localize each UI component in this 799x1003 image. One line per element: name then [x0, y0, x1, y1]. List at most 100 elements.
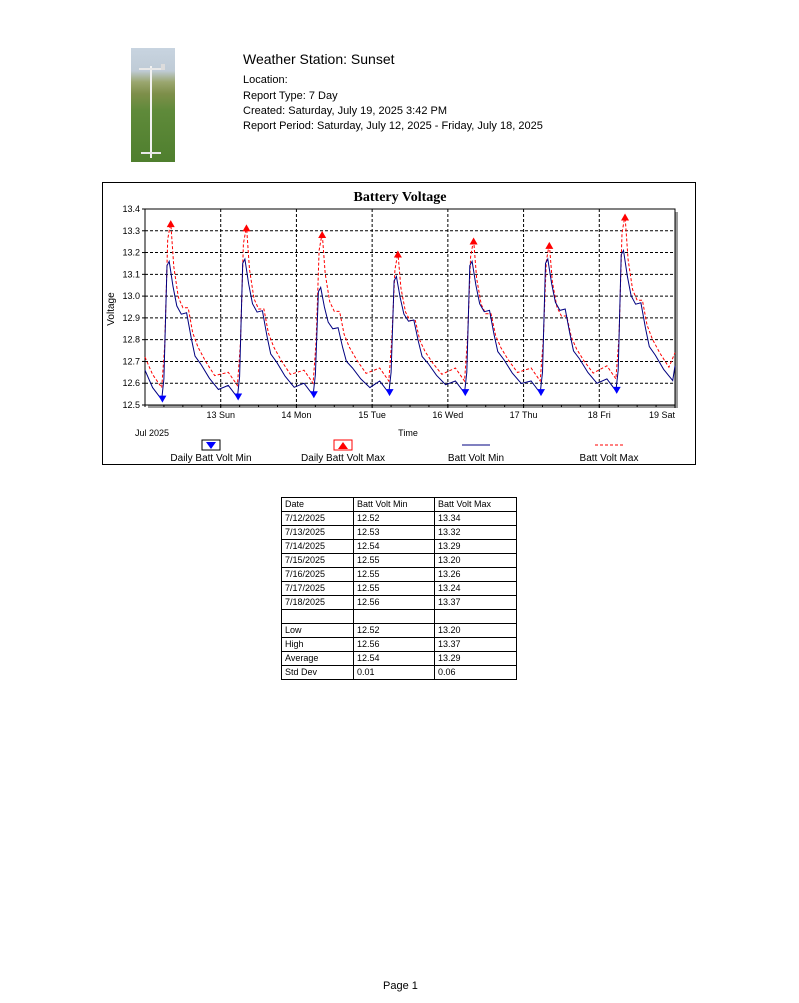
report-period-line: Report Period: Saturday, July 12, 2025 -… [243, 120, 543, 132]
table-cell: 7/16/2025 [281, 567, 354, 582]
table-cell: 13.29 [434, 651, 517, 666]
table-row: 7/17/2025 12.55 13.24 [281, 581, 517, 596]
table-cell: 12.52 [353, 511, 435, 526]
created-line: Created: Saturday, July 19, 2025 3:42 PM [243, 105, 448, 117]
table-row: 7/18/2025 12.56 13.37 [281, 595, 517, 610]
table-cell: 7/18/2025 [281, 595, 354, 610]
table-cell: Std Dev [281, 665, 354, 680]
y-tick-label: 13.1 [122, 269, 140, 279]
daily-min-marker [234, 393, 243, 401]
daily-max-marker [469, 237, 478, 245]
table-header-row: Date Batt Volt Min Batt Volt Max [281, 497, 517, 512]
summary-table: Date Batt Volt Min Batt Volt Max 7/12/2025 1… [281, 497, 517, 680]
table-cell: 7/15/2025 [281, 553, 354, 568]
legend-label: Batt Volt Max [580, 453, 639, 464]
table-cell: 13.34 [434, 511, 517, 526]
table-cell: 13.20 [434, 623, 517, 638]
daily-min-marker [158, 395, 167, 403]
table-cell: Batt Volt Max [434, 497, 517, 512]
y-tick-label: 13.4 [122, 204, 140, 214]
table-cell [434, 609, 517, 624]
table-cell: 12.54 [353, 651, 435, 666]
table-cell: High [281, 637, 354, 652]
x-tick-label: 16 Wed [432, 410, 463, 420]
legend-label: Batt Volt Min [448, 453, 504, 464]
table-row: 7/14/2025 12.54 13.29 [281, 539, 517, 554]
y-tick-label: 12.9 [122, 313, 140, 323]
table-row: Average 12.54 13.29 [281, 651, 517, 666]
table-row: 7/12/2025 12.52 13.34 [281, 511, 517, 526]
chart-canvas: Battery Voltage Voltage Time Jul 2025 12… [106, 190, 678, 464]
x-tick-label: 18 Fri [588, 410, 611, 420]
table-cell: 13.20 [434, 553, 517, 568]
x-tick-label: 17 Thu [510, 410, 538, 420]
table-cell: 12.56 [353, 595, 435, 610]
station-title: Weather Station: Sunset [243, 51, 395, 67]
x-tick-label: 19 Sat [649, 410, 676, 420]
series-line-batt-volt-max [144, 215, 676, 390]
table-row: 7/16/2025 12.55 13.26 [281, 567, 517, 582]
daily-max-marker [621, 213, 630, 221]
table-cell: 13.26 [434, 567, 517, 582]
table-cell: 13.32 [434, 525, 517, 540]
table-cell: 12.55 [353, 553, 435, 568]
y-tick-label: 13.0 [122, 291, 140, 301]
location-line: Location: [243, 74, 288, 86]
x-start-label: Jul 2025 [135, 428, 169, 438]
table-cell: 7/12/2025 [281, 511, 354, 526]
report-type-line: Report Type: 7 Day [243, 90, 338, 102]
table-cell: 12.54 [353, 539, 435, 554]
table-cell: 12.52 [353, 623, 435, 638]
x-tick-label: 15 Tue [358, 410, 386, 420]
daily-min-marker [385, 389, 394, 397]
legend-label: Daily Batt Volt Min [170, 453, 251, 464]
daily-max-marker [318, 230, 327, 238]
table-cell: 12.53 [353, 525, 435, 540]
series-line-batt-volt-min [144, 248, 676, 401]
table-cell: 7/14/2025 [281, 539, 354, 554]
table-cell: 13.24 [434, 581, 517, 596]
daily-max-marker [545, 241, 554, 249]
table-cell: 12.56 [353, 637, 435, 652]
station-photo [131, 48, 175, 162]
daily-max-marker [393, 250, 402, 258]
table-row: 7/13/2025 12.53 13.32 [281, 525, 517, 540]
table-row: 7/15/2025 12.55 13.20 [281, 553, 517, 568]
y-axis-label: Voltage [106, 292, 117, 326]
table-cell: Low [281, 623, 354, 638]
y-tick-label: 12.7 [122, 356, 140, 366]
table-cell: 13.29 [434, 539, 517, 554]
table-row: Std Dev 0.01 0.06 [281, 665, 517, 680]
y-tick-label: 13.2 [122, 248, 140, 258]
daily-min-marker [612, 386, 621, 394]
x-tick-label: 13 Sun [206, 410, 235, 420]
daily-min-marker [461, 389, 470, 397]
battery-voltage-chart: Battery Voltage Voltage Time Jul 2025 12… [102, 182, 696, 465]
table-row: Low 12.52 13.20 [281, 623, 517, 638]
table-row: High 12.56 13.37 [281, 637, 517, 652]
daily-max-marker [166, 220, 175, 228]
table-cell: Average [281, 651, 354, 666]
table-cell: 7/13/2025 [281, 525, 354, 540]
legend-marker-daily-min [206, 442, 216, 449]
y-tick-label: 12.8 [122, 335, 140, 345]
x-tick-label: 14 Mon [281, 410, 311, 420]
table-cell [353, 609, 435, 624]
table-cell [281, 609, 354, 624]
y-tick-label: 12.6 [122, 378, 140, 388]
table-cell: 13.37 [434, 637, 517, 652]
table-cell: 7/17/2025 [281, 581, 354, 596]
table-cell: 12.55 [353, 567, 435, 582]
plot-area [144, 208, 676, 406]
page-number: Page 1 [383, 980, 418, 992]
daily-min-marker [536, 389, 545, 397]
chart-title: Battery Voltage [354, 190, 447, 205]
table-cell: 0.01 [353, 665, 435, 680]
daily-min-marker [309, 391, 318, 399]
legend-marker-daily-max [338, 442, 348, 449]
y-tick-label: 12.5 [122, 400, 140, 410]
table-cell: Date [281, 497, 354, 512]
x-axis-label: Time [398, 428, 418, 438]
table-cell: Batt Volt Min [353, 497, 435, 512]
table-row [281, 609, 517, 624]
